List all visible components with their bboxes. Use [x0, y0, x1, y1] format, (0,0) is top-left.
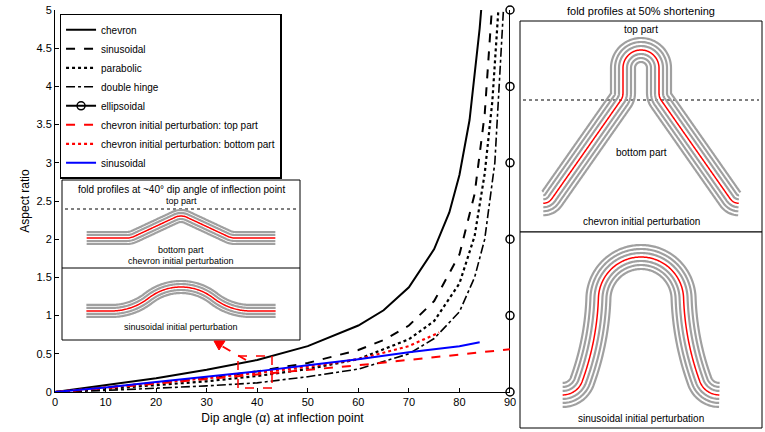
svg-text:bottom part: bottom part: [158, 245, 204, 255]
svg-text:sinusoidal initial perturbatio: sinusoidal initial perturbation: [124, 322, 238, 332]
svg-text:40: 40: [251, 396, 263, 408]
svg-text:3.5: 3.5: [37, 118, 52, 130]
svg-text:top part: top part: [166, 196, 197, 206]
svg-text:double hinge: double hinge: [101, 82, 159, 93]
svg-text:chevron: chevron: [101, 25, 137, 36]
svg-text:sinusoidal: sinusoidal: [101, 44, 145, 55]
svg-text:sinusoidal initial perturbatio: sinusoidal initial perturbation: [578, 413, 704, 424]
svg-text:fold profiles at ~40° dip angl: fold profiles at ~40° dip angle of infle…: [78, 184, 285, 195]
svg-text:90: 90: [504, 396, 516, 408]
svg-text:5: 5: [46, 4, 52, 16]
svg-text:0: 0: [52, 396, 58, 408]
svg-text:top part: top part: [624, 24, 658, 35]
svg-text:30: 30: [201, 396, 213, 408]
svg-text:1: 1: [46, 309, 52, 321]
svg-text:70: 70: [403, 396, 415, 408]
svg-text:fold profiles at 50% shortenin: fold profiles at 50% shortening: [567, 5, 715, 17]
svg-text:chevron initial perturbation:: chevron initial perturbation: bottom par…: [101, 139, 275, 150]
svg-text:0: 0: [46, 386, 52, 398]
svg-text:50: 50: [302, 396, 314, 408]
svg-text:sinusoidal: sinusoidal: [101, 158, 145, 169]
svg-text:chevron initial perturbation:: chevron initial perturbation: top part: [101, 120, 258, 131]
svg-text:1.5: 1.5: [37, 271, 52, 283]
svg-text:2.5: 2.5: [37, 195, 52, 207]
svg-text:chevron initial perturbation: chevron initial perturbation: [583, 216, 700, 227]
svg-text:3: 3: [46, 157, 52, 169]
svg-text:20: 20: [150, 396, 162, 408]
svg-text:bottom part: bottom part: [616, 147, 667, 158]
svg-text:Dip angle (α) at inflection po: Dip angle (α) at inflection point: [201, 411, 364, 425]
svg-text:80: 80: [453, 396, 465, 408]
svg-text:4.5: 4.5: [37, 42, 52, 54]
svg-text:4: 4: [46, 80, 52, 92]
svg-text:chevron initial perturbation: chevron initial perturbation: [128, 256, 234, 266]
svg-text:2: 2: [46, 233, 52, 245]
svg-text:ellipsoidal: ellipsoidal: [101, 101, 145, 112]
svg-text:Aspect ratio: Aspect ratio: [18, 169, 32, 233]
svg-text:60: 60: [352, 396, 364, 408]
svg-text:parabolic: parabolic: [101, 63, 142, 74]
svg-text:0.5: 0.5: [37, 348, 52, 360]
svg-text:10: 10: [99, 396, 111, 408]
